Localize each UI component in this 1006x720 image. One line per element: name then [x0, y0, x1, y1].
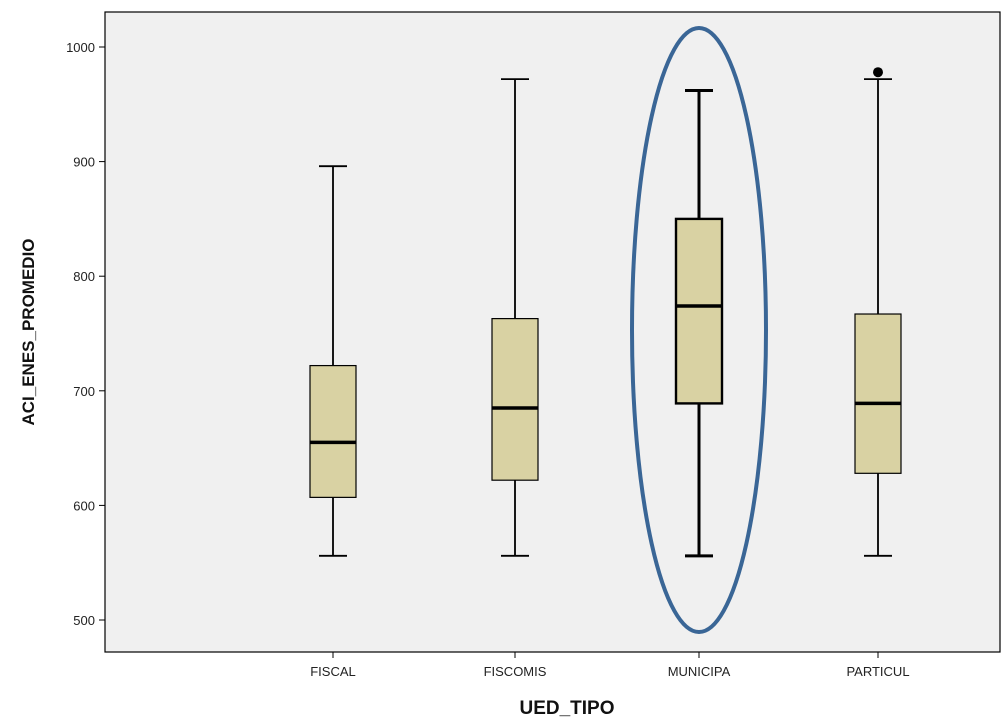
- x-tick-label: PARTICUL: [846, 664, 909, 679]
- x-axis: FISCAL FISCOMIS MUNICIPA PARTICUL: [310, 652, 910, 679]
- box-particul: [854, 67, 902, 557]
- y-tick-label: 500: [73, 613, 95, 628]
- box-municipa: [674, 89, 724, 558]
- iqr-box: [491, 318, 539, 481]
- y-axis: 500 600 700 800 900 1000: [66, 40, 105, 628]
- y-tick-label: 900: [73, 155, 95, 170]
- x-axis-title: UED_TIPO: [519, 698, 614, 719]
- y-axis-title: ACI_ENES_PROMEDIO: [19, 238, 38, 425]
- boxes: [309, 67, 902, 558]
- highlight-layer: [630, 26, 768, 634]
- x-tick-label: FISCAL: [310, 664, 356, 679]
- y-tick-label: 800: [73, 269, 95, 284]
- x-tick-label: FISCOMIS: [484, 664, 547, 679]
- y-tick-label: 600: [73, 498, 95, 513]
- box-fiscal: [309, 165, 357, 557]
- iqr-box: [309, 364, 357, 498]
- iqr-box: [854, 313, 902, 474]
- iqr-box: [674, 217, 724, 405]
- outlier-point: [873, 67, 883, 78]
- y-tick-label: 1000: [66, 40, 95, 55]
- box-fiscomis: [491, 78, 539, 557]
- y-tick-label: 700: [73, 384, 95, 399]
- plot-area: [104, 11, 1001, 653]
- highlight-ellipse: [630, 26, 768, 634]
- x-tick-label: MUNICIPA: [668, 664, 731, 679]
